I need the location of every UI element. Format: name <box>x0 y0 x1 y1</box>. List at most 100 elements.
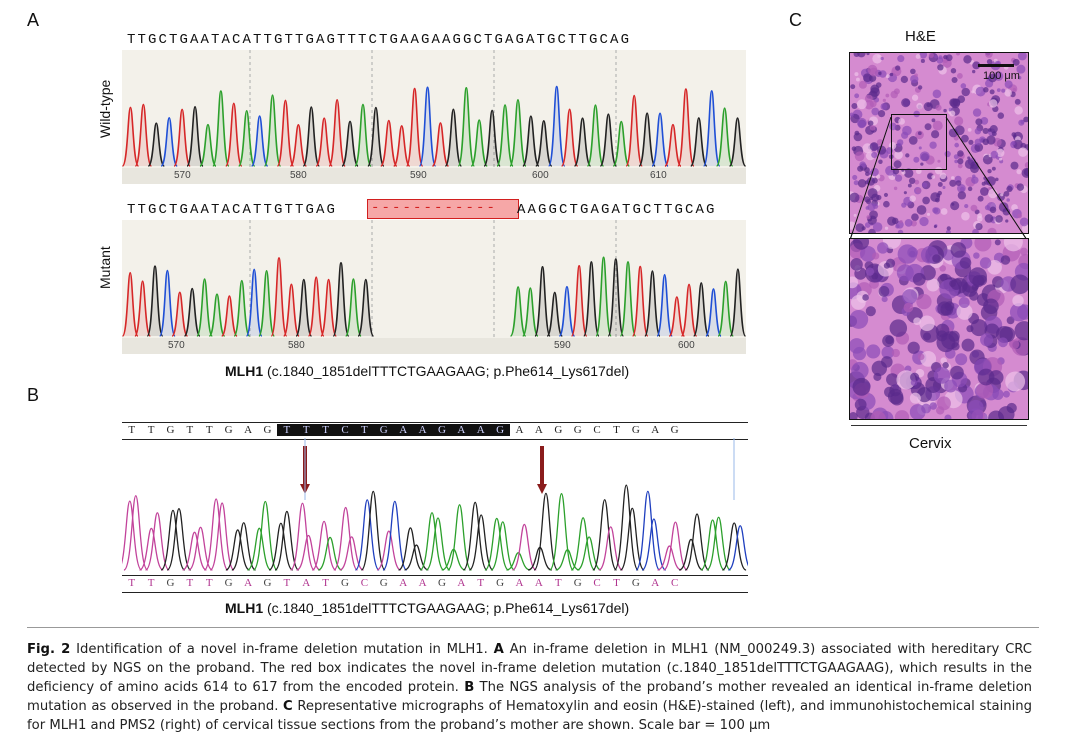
cell-nucleus <box>943 108 947 113</box>
cell-nucleus <box>850 412 858 419</box>
cell-nucleus <box>970 204 978 212</box>
cell-nucleus <box>1010 274 1028 295</box>
peak-T <box>203 498 229 571</box>
cell-nucleus <box>907 183 912 188</box>
cell-nucleus <box>988 99 998 108</box>
peak-C <box>702 90 721 167</box>
cell-nucleus <box>944 301 955 312</box>
cell-nucleus <box>857 53 866 58</box>
cell-nucleus <box>916 293 932 310</box>
cell-nucleus <box>1023 116 1028 123</box>
cell-nucleus <box>867 120 874 127</box>
peak-T <box>680 283 698 337</box>
peak-C <box>656 273 673 337</box>
cell-nucleus <box>850 276 859 289</box>
cell-nucleus <box>988 73 998 83</box>
cell-nucleus <box>975 222 983 231</box>
peak-A <box>595 256 612 337</box>
peak-A <box>419 512 445 571</box>
peak-G <box>302 106 321 167</box>
cell-nucleus <box>982 127 989 135</box>
cell-nucleus <box>942 362 949 369</box>
peak-A <box>509 98 527 167</box>
cell-nucleus <box>929 141 937 149</box>
peak-G <box>689 117 708 167</box>
peak-A <box>570 517 596 571</box>
peak-A <box>354 103 372 167</box>
caption-c-text: Representative micrographs of Hematoxyli… <box>27 699 1032 733</box>
cell-nucleus <box>976 381 994 399</box>
cell-nucleus <box>924 123 932 131</box>
cell-nucleus <box>972 69 976 74</box>
cell-nucleus <box>957 163 963 169</box>
base-letter: G <box>496 577 505 589</box>
base-letter: A <box>515 577 524 589</box>
cell-nucleus <box>961 134 969 143</box>
cell-nucleus <box>1014 98 1021 105</box>
cell-nucleus <box>1010 161 1019 170</box>
caption-a-label: A <box>493 642 504 657</box>
base-letter: T <box>477 577 485 589</box>
cell-nucleus <box>920 350 937 367</box>
cell-nucleus <box>855 223 865 233</box>
cell-nucleus <box>869 67 879 77</box>
cell-nucleus <box>932 254 941 263</box>
wildtype-chromatogram-panel <box>121 50 747 168</box>
cell-nucleus <box>954 116 964 126</box>
peak-G <box>357 278 375 337</box>
cell-nucleus <box>885 258 896 268</box>
cell-nucleus <box>958 297 970 308</box>
base-letter: G <box>490 424 510 436</box>
cell-nucleus <box>1018 147 1028 157</box>
cell-nucleus <box>894 410 910 419</box>
peak-G <box>692 282 710 337</box>
peak-G <box>644 270 661 337</box>
cell-nucleus <box>869 100 877 108</box>
cell-nucleus <box>868 74 877 82</box>
cell-nucleus <box>951 76 958 84</box>
panel-label-a: A <box>27 10 40 30</box>
cell-nucleus <box>949 179 957 187</box>
cell-nucleus <box>893 186 898 191</box>
cell-nucleus <box>979 257 992 269</box>
cell-nucleus <box>998 337 1008 348</box>
cell-nucleus <box>945 229 951 233</box>
cell-nucleus <box>901 202 907 208</box>
he-micrograph-high-mag <box>849 238 1029 420</box>
peak-T <box>270 257 288 337</box>
cell-nucleus <box>928 53 934 58</box>
peak-C <box>651 112 669 167</box>
cell-nucleus <box>972 61 981 70</box>
cell-nucleus <box>997 112 1005 119</box>
peak-G <box>146 265 164 337</box>
peak-A <box>258 270 276 337</box>
cell-nucleus <box>1016 64 1026 74</box>
cell-nucleus <box>957 184 966 193</box>
cell-nucleus <box>975 118 983 126</box>
cell-nucleus <box>983 87 989 93</box>
cell-nucleus <box>967 128 972 132</box>
cell-nucleus <box>850 338 865 354</box>
cell-nucleus <box>922 182 928 188</box>
peak-C <box>354 499 380 571</box>
cell-nucleus <box>1009 339 1020 350</box>
cell-nucleus <box>1003 239 1023 252</box>
peak-G <box>583 261 600 337</box>
wt-tick: 600 <box>532 170 549 181</box>
cell-nucleus <box>940 208 948 215</box>
cell-nucleus <box>854 72 859 77</box>
cell-nucleus <box>951 176 955 180</box>
peak-T <box>121 106 140 167</box>
base-letter: A <box>412 424 433 436</box>
peak-A <box>344 278 362 337</box>
peak-T <box>431 122 450 167</box>
base-letter: G <box>573 577 582 589</box>
peak-T <box>289 123 308 167</box>
wt-tick: 590 <box>410 170 427 181</box>
cell-nucleus <box>996 88 1001 92</box>
cell-nucleus <box>918 146 922 150</box>
cell-nucleus <box>913 317 922 326</box>
peak-A <box>425 517 451 571</box>
cell-nucleus <box>850 258 863 271</box>
